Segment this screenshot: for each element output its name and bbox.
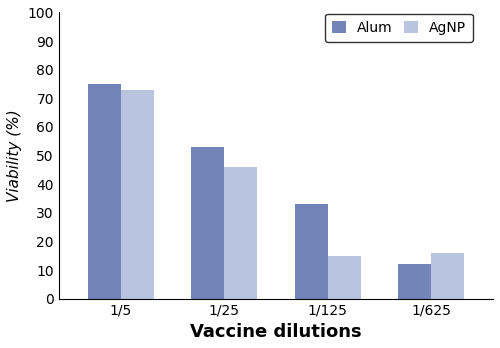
Bar	[224, 167, 258, 299]
Bar	[191, 147, 224, 299]
Bar	[431, 253, 464, 299]
X-axis label: Vaccine dilutions: Vaccine dilutions	[190, 323, 362, 341]
Bar	[328, 256, 360, 299]
Bar	[88, 84, 121, 299]
Y-axis label: Viability (%): Viability (%)	[7, 109, 22, 202]
Bar	[121, 90, 154, 299]
Legend: Alum, AgNP: Alum, AgNP	[326, 14, 473, 41]
Bar	[398, 264, 431, 299]
Bar	[294, 204, 328, 299]
